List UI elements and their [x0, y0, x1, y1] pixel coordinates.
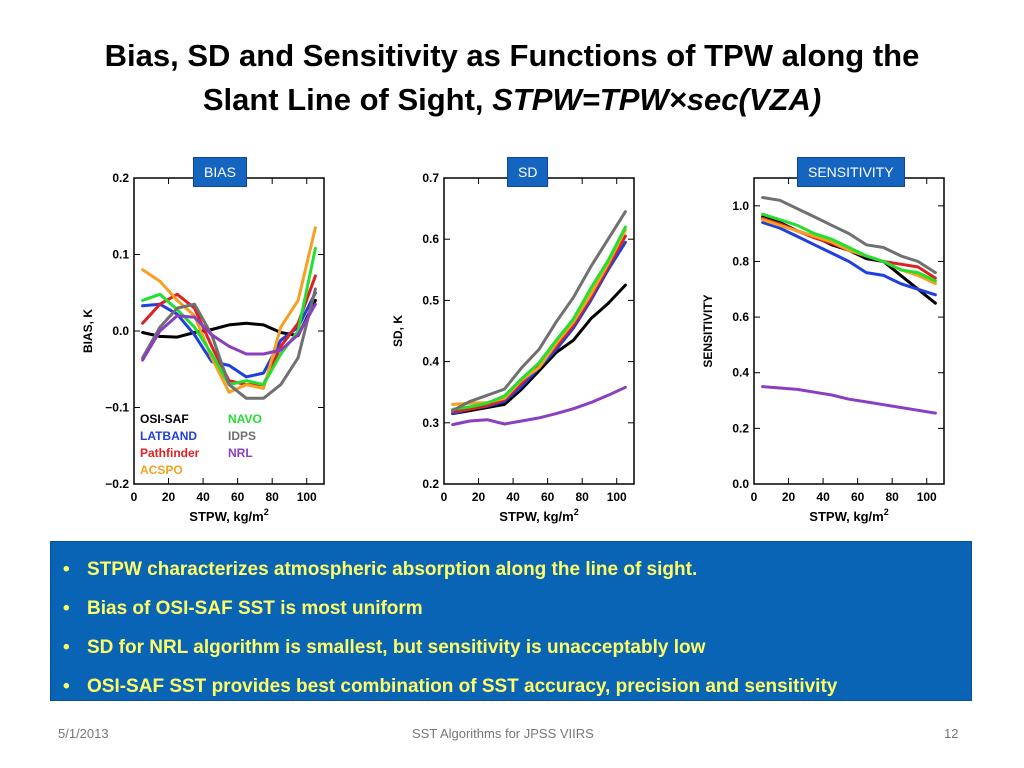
sensitivity-x-tick-label: 100 — [917, 490, 937, 504]
legend-osi-saf: OSI-SAF — [140, 412, 189, 426]
sd-series-navo — [451, 225, 627, 411]
summary-bullet-4: OSI-SAF SST provides best combination of… — [63, 667, 971, 706]
footer-page: 12 — [944, 726, 959, 741]
sensitivity-chart-svg: 0 20 40 60 80 100 0.0 0.2 0.4 0.6 0.8 1.0 STPW, kg/m… — [701, 177, 945, 524]
bias-x-tick-label: 60 — [231, 490, 245, 504]
sd-plot-frame — [443, 177, 635, 485]
sensitivity-series-latband — [761, 221, 937, 297]
bias-series-acspo — [141, 226, 317, 394]
summary-box: STPW characterizes atmospheric absorptio… — [50, 541, 972, 706]
sensitivity-x-tick-label: 80 — [886, 490, 900, 504]
sd-y-tick-label: 0.7 — [422, 171, 439, 185]
bias-series-latband — [141, 291, 317, 379]
sensitivity-chart: 0 20 40 60 80 100 0.0 0.2 0.4 0.6 0.8 1.0 STPW, kg/m… — [692, 150, 962, 535]
bias-x-tick-label: 80 — [266, 490, 280, 504]
sd-y-tick-label: 0.6 — [422, 232, 439, 246]
sensitivity-x-tick-label: 60 — [851, 490, 865, 504]
legend-latband: LATBAND — [140, 429, 197, 443]
bias-chart: 0 20 40 60 80 100 −0.2 −0.1 0.0 0.1 0.2 STPW, kg/m2… — [72, 150, 342, 535]
sensitivity-tag: SENSITIVITY — [797, 157, 905, 187]
bias-y-tick-label: 0.2 — [112, 171, 129, 185]
sd-x-tick-label: 80 — [576, 490, 590, 504]
sd-series-acspo — [451, 228, 627, 406]
sd-series-nrl — [451, 385, 627, 427]
bias-y-tick-label: −0.1 — [105, 401, 129, 415]
sensitivity-y-axis-label: SENSITIVITY — [701, 294, 715, 367]
bias-x-tick-label: 100 — [297, 490, 317, 504]
sd-y-tick-label: 0.2 — [422, 477, 439, 491]
sd-tag: SD — [507, 157, 549, 187]
sensitivity-x-tick-label: 20 — [782, 490, 796, 504]
bias-y-tick-label: 0.0 — [112, 324, 129, 338]
legend-pathfinder: Pathfinder — [140, 446, 200, 460]
bias-y-axis-label: BIAS, K — [81, 309, 95, 353]
legend-acspo: ACSPO — [140, 463, 183, 477]
bias-x-axis-label: STPW, kg/m2 — [189, 507, 268, 524]
sensitivity-x-tick-label: 40 — [816, 490, 830, 504]
sensitivity-series-navo — [761, 212, 937, 283]
sd-x-tick-label: 20 — [472, 490, 486, 504]
bias-x-tick-label: 0 — [131, 490, 138, 504]
legend-nrl: NRL — [228, 446, 253, 460]
footer-date: 5/1/2013 — [58, 726, 109, 741]
bias-x-tick-label: 20 — [162, 490, 176, 504]
sd-y-tick-label: 0.4 — [422, 355, 439, 369]
bias-tag: BIAS — [193, 157, 247, 187]
summary-bullet-3: SD for NRL algorithm is smallest, but se… — [63, 628, 971, 667]
sd-series-latband — [451, 240, 627, 416]
bias-series-nrl — [141, 302, 317, 362]
title-line-2-formula: STPW=TPW×sec(VZA) — [492, 82, 822, 117]
title-line-2-plain: Slant Line of Sight, — [202, 82, 493, 117]
sd-y-tick-label: 0.5 — [422, 293, 439, 307]
sensitivity-y-tick-label: 0.6 — [732, 310, 749, 324]
sd-x-tick-label: 100 — [607, 490, 627, 504]
sensitivity-y-tick-label: 0.2 — [732, 421, 749, 435]
sensitivity-y-tick-label: 0.8 — [732, 254, 749, 268]
bias-chart-svg: 0 20 40 60 80 100 −0.2 −0.1 0.0 0.1 0.2 STPW, kg/m2… — [81, 171, 325, 524]
summary-list: STPW characterizes atmospheric absorptio… — [51, 550, 971, 706]
title-line-2: Slant Line of Sight, STPW=TPW×sec(VZA) — [40, 78, 984, 122]
bias-y-tick-label: 0.1 — [112, 248, 129, 262]
summary-bullet-1: STPW characterizes atmospheric absorptio… — [63, 550, 971, 589]
summary-bullet-2: Bias of OSI-SAF SST is most uniform — [63, 589, 971, 628]
sensitivity-x-tick-label: 0 — [751, 490, 758, 504]
sensitivity-series-idps — [761, 196, 937, 275]
bias-series-osi-saf — [141, 298, 317, 339]
sd-series-idps — [451, 210, 627, 413]
sensitivity-series-nrl — [761, 385, 937, 415]
sensitivity-series-acspo — [761, 218, 937, 286]
sd-x-tick-label: 60 — [541, 490, 555, 504]
sensitivity-y-tick-label: 0.0 — [732, 477, 749, 491]
sd-x-tick-label: 0 — [441, 490, 448, 504]
sd-x-tick-label: 40 — [506, 490, 520, 504]
sd-chart-svg: 0 20 40 60 80 100 0.2 0.3 0.4 0.5 0.6 0.7 STPW, kg/m… — [391, 171, 635, 524]
bias-series-idps — [141, 287, 317, 400]
sd-series-pathfinder — [451, 234, 627, 414]
footer-center: SST Algorithms for JPSS VIIRS — [412, 726, 594, 741]
sd-chart: 0 20 40 60 80 100 0.2 0.3 0.4 0.5 0.6 0.7 STPW, kg/m… — [382, 150, 652, 535]
legend-idps: IDPS — [228, 429, 256, 443]
sensitivity-y-tick-label: 0.4 — [732, 366, 749, 380]
sensitivity-x-axis-label: STPW, kg/m2 — [809, 507, 888, 524]
sd-x-axis-label: STPW, kg/m2 — [499, 507, 578, 524]
legend-navo: NAVO — [228, 412, 262, 426]
bias-y-tick-label: −0.2 — [105, 477, 129, 491]
bias-x-tick-label: 40 — [196, 490, 210, 504]
sd-y-axis-label: SD, K — [391, 315, 405, 347]
slide-title: Bias, SD and Sensitivity as Functions of… — [40, 34, 984, 122]
sd-y-tick-label: 0.3 — [422, 416, 439, 430]
title-line-1: Bias, SD and Sensitivity as Functions of… — [104, 38, 920, 73]
sensitivity-y-tick-label: 1.0 — [732, 199, 749, 213]
